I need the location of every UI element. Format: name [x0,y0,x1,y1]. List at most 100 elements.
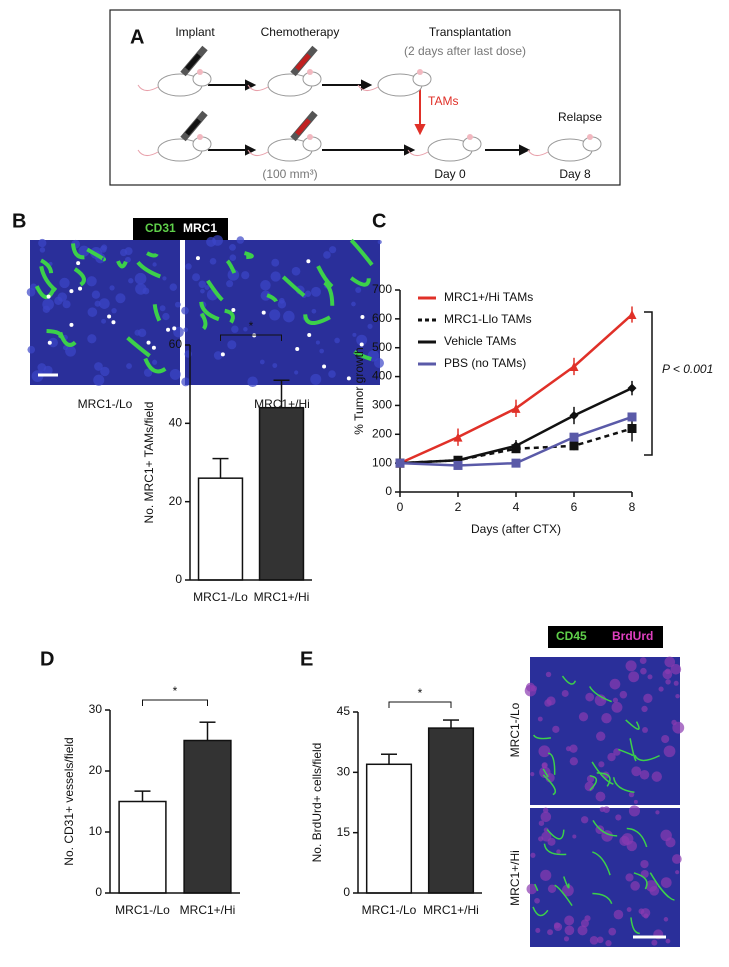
nucleus [42,305,51,313]
nucleus [561,884,574,897]
y-tick-label: 700 [372,282,392,296]
legend-label: Vehicle TAMs [444,334,516,348]
stain [303,314,331,325]
nucleus [556,849,561,854]
tam-arrow [414,88,426,136]
nucleus [608,927,617,936]
nucleus [87,307,98,317]
significance: * [418,686,423,700]
marker [569,361,579,371]
stain [626,827,648,848]
nucleus [598,761,605,768]
stain [316,265,334,288]
x-tick-label: MRC1-/Lo [115,903,170,917]
x-axis-label: Days (after CTX) [471,522,561,536]
mouse-tail [357,84,379,91]
stain [532,734,552,740]
mrc1 [166,327,171,332]
nucleus [649,885,660,896]
nucleus [209,258,217,265]
nucleus [27,345,36,354]
nucleus [351,301,356,307]
marker [511,403,521,413]
stain [152,304,162,322]
nucleus [603,806,610,813]
stain [116,260,128,269]
annotation: P < 0.001 [662,362,713,376]
nucleus [538,820,545,826]
nucleus [526,883,537,895]
nucleus [65,345,76,357]
stain [136,260,162,279]
nucleus [315,340,320,345]
panel-letter: A [130,26,144,48]
nucleus [607,752,616,762]
significance-bracket [388,701,452,708]
day-label: Day 0 [434,167,466,181]
nucleus [665,679,671,685]
stain [629,738,637,762]
nucleus [91,290,101,299]
nucleus [213,351,223,360]
nucleus [615,814,622,821]
nucleus [546,696,556,706]
mrc1 [107,314,112,319]
nucleus [227,340,237,350]
day-label: Day 8 [559,167,591,181]
nucleus [356,334,368,346]
stain [532,906,549,917]
nucleus [542,807,549,813]
mrc1 [306,259,311,264]
arrow-label: TAMs [428,94,458,108]
mrc1 [346,376,351,381]
mrc1 [151,345,156,350]
nucleus [552,725,560,733]
stain [266,293,278,303]
y-tick-label: 400 [372,369,392,383]
stain [592,820,618,837]
nucleus [99,298,110,309]
nucleus [675,870,680,875]
mice [137,45,602,162]
marker [395,458,405,468]
stain [625,719,640,730]
size-note: (100 mm³) [262,167,317,181]
stain [349,238,374,267]
nucleus [206,236,217,247]
stain [542,768,549,778]
y-axis-label: No. MRC1+ TAMs/field [142,402,156,524]
stain [349,276,371,287]
nucleus [86,276,97,287]
nucleus [236,236,245,244]
stain [225,259,237,274]
nucleus [641,705,648,713]
nucleus [540,811,552,823]
nucleus [655,810,660,815]
nucleus [628,671,640,683]
nucleus [541,831,552,842]
marker [511,441,521,451]
nucleus [643,693,653,703]
nucleus [241,271,250,280]
nucleus [93,374,105,386]
nucleus [134,272,147,285]
nucleus [672,721,685,734]
nucleus [613,909,624,920]
marker [627,383,637,393]
nucleus [538,745,551,758]
x-tick-label: MRC1+/Hi [180,903,236,917]
marker [627,424,637,434]
mouse-tail [137,149,159,156]
nucleus [59,277,70,289]
nucleus [38,238,47,248]
mouse-ear [197,134,203,140]
stain [542,774,556,796]
nucleus [328,370,336,378]
nucleus [619,690,628,699]
significance: * [173,684,178,698]
nucleus [569,744,578,753]
nucleus [663,745,676,758]
nucleus [109,285,115,291]
step-label: Implant [175,25,215,39]
stain [612,777,635,793]
